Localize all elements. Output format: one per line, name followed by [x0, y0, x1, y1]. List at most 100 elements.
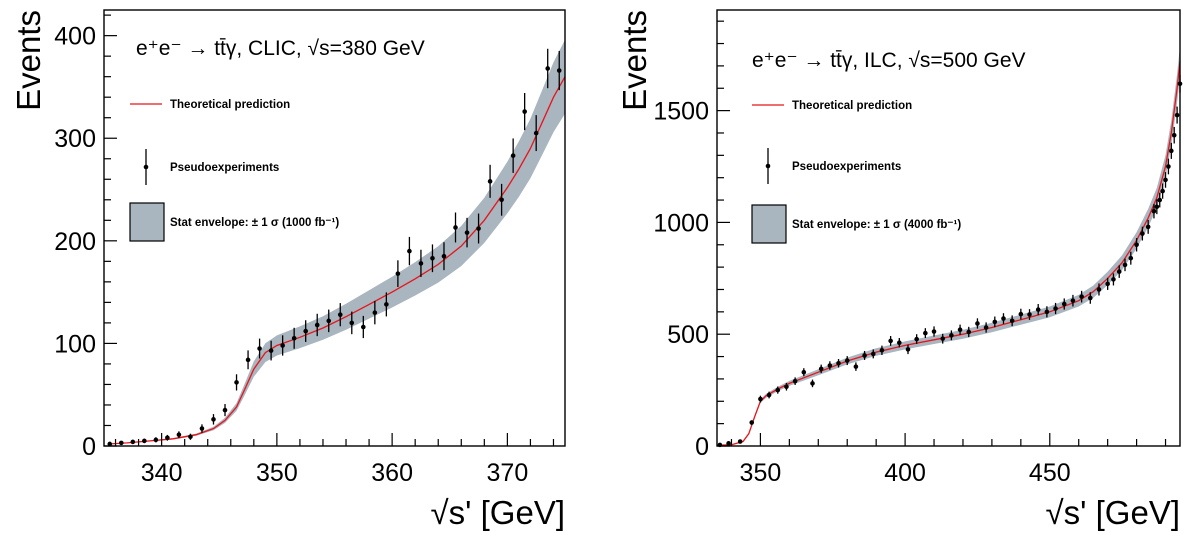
- point-marker: [418, 261, 424, 266]
- data-point: [130, 439, 136, 445]
- data-point: [1027, 309, 1032, 320]
- point-marker: [487, 179, 493, 184]
- data-point: [361, 315, 366, 339]
- point-marker: [314, 322, 320, 328]
- data-point: [1163, 172, 1168, 188]
- point-marker: [775, 387, 781, 393]
- point-marker: [1096, 287, 1102, 292]
- data-point: [992, 316, 998, 328]
- data-point: [1174, 106, 1180, 124]
- point-marker: [441, 253, 447, 259]
- point-marker: [758, 396, 763, 402]
- point-marker: [107, 441, 113, 447]
- point-marker: [303, 328, 308, 334]
- x-tick-label: 370: [487, 459, 529, 487]
- point-marker: [957, 327, 963, 333]
- point-marker: [818, 366, 824, 372]
- data-point: [1157, 192, 1163, 208]
- point-marker: [1122, 262, 1128, 268]
- data-point: [222, 404, 228, 417]
- point-marker: [430, 255, 435, 261]
- x-tick-label: 350: [740, 459, 782, 487]
- point-marker: [153, 437, 159, 443]
- data-point: [801, 368, 807, 377]
- data-point: [326, 309, 332, 333]
- data-point: [758, 395, 763, 403]
- y-tick-label: 100: [54, 330, 96, 358]
- point-marker: [836, 360, 841, 366]
- point-marker: [384, 302, 389, 307]
- data-point: [940, 333, 946, 344]
- point-marker: [361, 324, 366, 330]
- data-point: [142, 438, 147, 444]
- point-marker: [949, 333, 954, 338]
- data-point: [153, 437, 159, 443]
- data-point: [453, 212, 458, 243]
- point-marker: [337, 312, 343, 317]
- data-point: [792, 377, 798, 385]
- point-marker: [234, 380, 239, 385]
- data-point: [372, 300, 378, 325]
- legend-pseudo-marker: [143, 164, 149, 170]
- x-tick-label: 400: [884, 459, 926, 487]
- data-point: [303, 320, 308, 342]
- x-axis-title: √s' [GeV]: [431, 494, 565, 531]
- data-point: [1105, 277, 1110, 290]
- point-marker: [211, 417, 216, 422]
- point-marker: [1160, 188, 1165, 194]
- point-marker: [923, 330, 928, 336]
- data-point: [188, 433, 193, 440]
- point-marker: [510, 153, 516, 158]
- y-axis-title: Events: [10, 10, 47, 111]
- point-marker: [1053, 306, 1058, 311]
- legend-pseudo-marker: [765, 163, 771, 169]
- data-point: [1009, 315, 1015, 327]
- data-point: [975, 318, 980, 329]
- point-marker: [1027, 312, 1032, 317]
- point-marker: [268, 348, 274, 353]
- point-marker: [326, 318, 332, 324]
- point-marker: [879, 348, 885, 353]
- data-point: [766, 391, 772, 399]
- data-point: [545, 48, 551, 89]
- chart-panel-clic: 340 350 360 370 0 100 200 300 400 √s' [GeV] Events…: [10, 9, 566, 531]
- data-point: [1128, 251, 1134, 265]
- data-point: [836, 359, 841, 368]
- point-marker: [862, 353, 867, 358]
- point-marker: [1157, 197, 1163, 203]
- data-point: [418, 249, 424, 278]
- point-marker: [992, 319, 998, 325]
- point-marker: [1116, 269, 1122, 274]
- data-point: [1140, 226, 1145, 241]
- data-point: [464, 217, 470, 248]
- point-marker: [545, 66, 551, 71]
- point-marker: [1070, 298, 1076, 303]
- point-marker: [522, 109, 527, 114]
- x-tick-label: 450: [1029, 459, 1071, 487]
- data-point: [257, 338, 262, 359]
- data-point: [888, 335, 893, 346]
- legend-envelope-swatch: [751, 204, 787, 244]
- point-marker: [165, 435, 170, 441]
- data-point: [1166, 158, 1171, 175]
- point-marker: [1044, 309, 1050, 315]
- chart-panel-ilc: 350 400 450 0 500 1000 1500 √s' [GeV] Events e⁺e⁻…: [594, 0, 1187, 533]
- data-point: [349, 311, 355, 335]
- point-marker: [975, 321, 980, 326]
- data-point: [118, 440, 124, 446]
- data-point: [1070, 294, 1076, 307]
- x-tick-label: 360: [371, 459, 413, 487]
- data-point: [966, 326, 972, 338]
- point-marker: [737, 439, 743, 444]
- data-point: [430, 244, 435, 273]
- legend-pseudo-label: Pseudoexperiments: [170, 162, 279, 174]
- point-marker: [1001, 316, 1006, 321]
- data-point: [1096, 283, 1102, 296]
- legend-envelope-label: Stat envelope: ± 1 σ (4000 fb⁻¹): [792, 219, 961, 231]
- data-point: [983, 322, 989, 333]
- data-point: [905, 344, 911, 355]
- legend-theory-label: Theoretical prediction: [170, 99, 290, 111]
- point-marker: [1166, 164, 1171, 169]
- point-marker: [766, 392, 772, 398]
- data-point: [291, 327, 297, 349]
